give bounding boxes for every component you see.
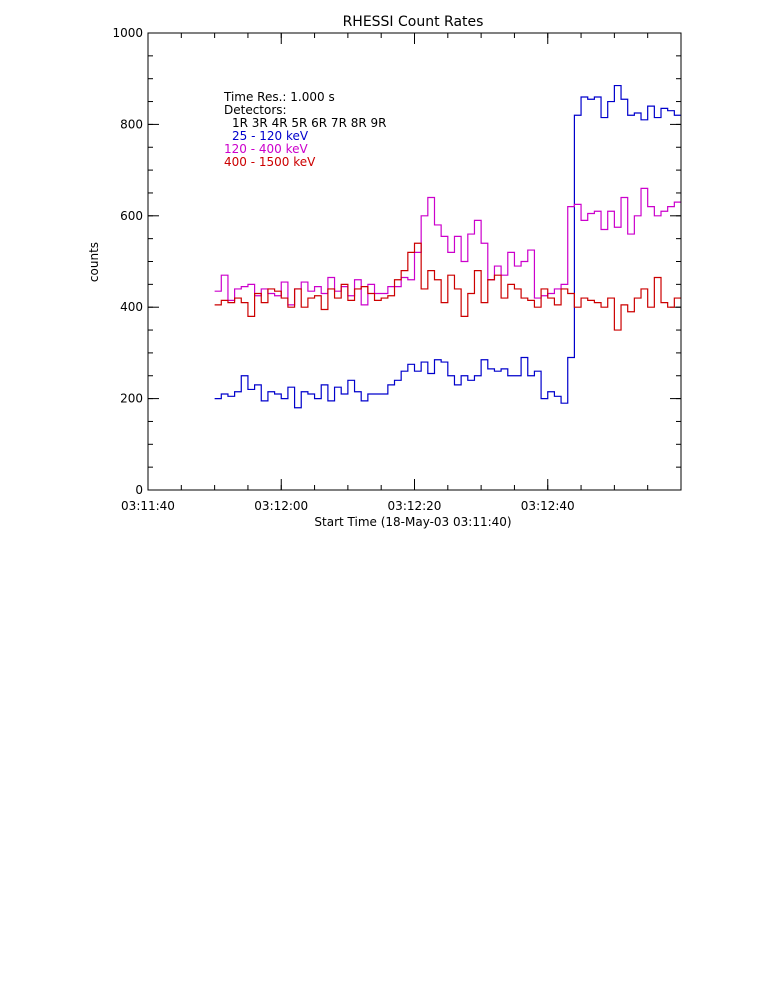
x-tick-label: 03:12:00 bbox=[254, 499, 308, 513]
plot-frame bbox=[147, 32, 682, 491]
series-layer bbox=[214, 84, 681, 409]
legend-entry-mid-energy: 120 - 400 keV bbox=[224, 142, 308, 156]
x-tick-label: 03:12:40 bbox=[521, 499, 575, 513]
y-tick-label: 600 bbox=[120, 209, 143, 223]
y-tick-label: 400 bbox=[120, 300, 143, 314]
x-tick-label: 03:12:20 bbox=[388, 499, 442, 513]
y-tick-label: 1000 bbox=[112, 26, 143, 40]
detectors-list: 1R 3R 4R 5R 6R 7R 8R 9R bbox=[232, 116, 386, 130]
series-line-0 bbox=[214, 84, 681, 409]
y-tick-label: 0 bbox=[135, 483, 143, 497]
time-res-annotation: Time Res.: 1.000 s bbox=[223, 90, 335, 104]
x-tick-label: 03:11:40 bbox=[121, 499, 175, 513]
detectors-label: Detectors: bbox=[224, 103, 287, 117]
y-axis-label: counts bbox=[87, 242, 101, 282]
x-axis-label: Start Time (18-May-03 03:11:40) bbox=[314, 515, 511, 529]
series-line-1 bbox=[214, 187, 681, 306]
tick-labels: 03:11:40 03:12:00 03:12:20 03:12:40 0 200 400 6… bbox=[112, 26, 574, 513]
chart-title: RHESSI Count Rates bbox=[343, 14, 484, 30]
y-tick-label: 800 bbox=[120, 117, 143, 131]
y-tick-label: 200 bbox=[120, 392, 143, 406]
legend-entry-high-energy: 400 - 1500 keV bbox=[224, 155, 316, 169]
annotation-block: Time Res.: 1.000 s Detectors: 1R 3R 4R 5… bbox=[223, 90, 386, 169]
legend-entry-low-energy: 25 - 120 keV bbox=[232, 129, 309, 143]
series-line-2 bbox=[214, 242, 681, 331]
